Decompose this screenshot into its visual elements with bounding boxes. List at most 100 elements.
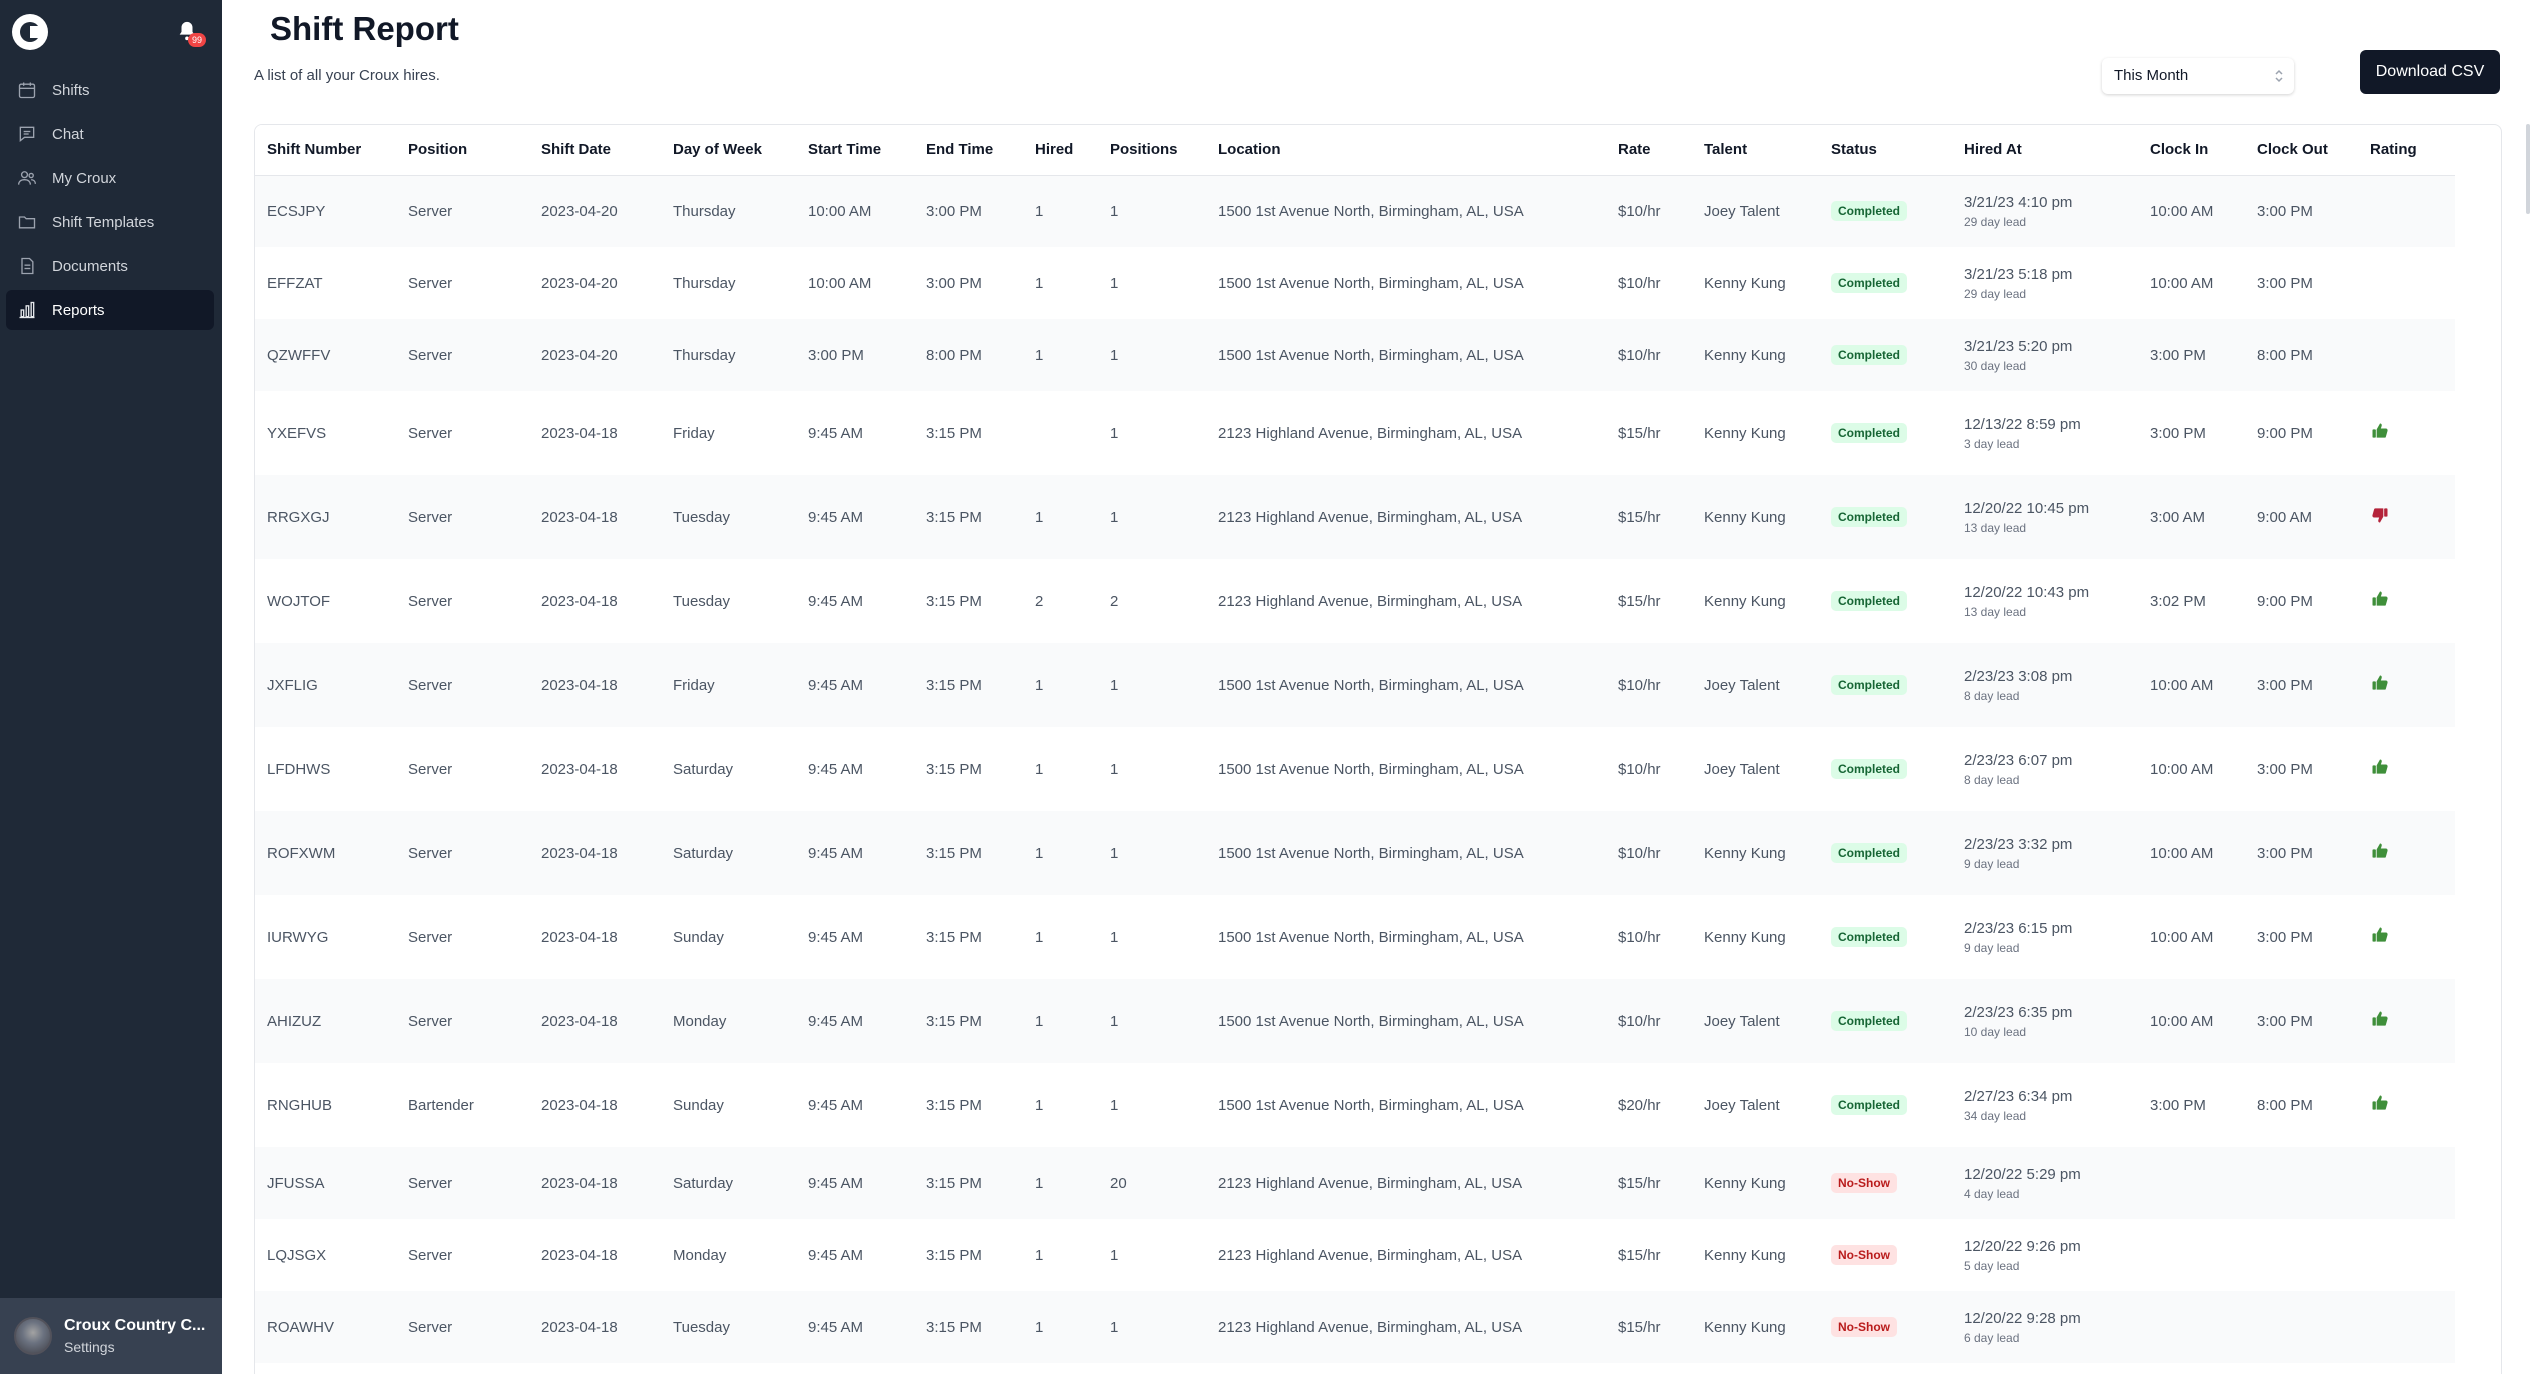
rating-cell (2358, 895, 2455, 979)
main-content: Shift Report A list of all your Croux hi… (222, 0, 2538, 1374)
table-row[interactable]: QZWFFV Server 2023-04-20 Thursday 3:00 PM 8:0… (255, 319, 2455, 391)
start-time-cell: 3:00 PM (808, 346, 864, 364)
column-header[interactable]: Start Time (796, 125, 914, 176)
day-of-week-cell: Thursday (673, 346, 736, 364)
hired-cell: 1 (1035, 676, 1044, 694)
end-time-cell: 3:15 PM (926, 760, 982, 778)
sidebar-nav: Shifts Chat My Croux Shift Templates Doc… (6, 70, 214, 334)
thumbs-up-icon[interactable] (2370, 1011, 2390, 1033)
settings-link[interactable]: Settings (64, 1339, 115, 1355)
table-row[interactable]: EFFZAT Server 2023-04-20 Thursday 10:00 AM 3:… (255, 247, 2455, 319)
rate-cell: $10/hr (1618, 202, 1661, 220)
shift-number-cell: EFFZAT (267, 274, 323, 292)
column-header[interactable]: Talent (1692, 125, 1819, 176)
download-csv-button[interactable]: Download CSV (2360, 50, 2500, 94)
table-row[interactable]: ROAWHV Server 2023-04-18 Tuesday 9:45 AM 3:15… (255, 1291, 2455, 1363)
start-time-cell: 9:45 AM (808, 1012, 864, 1030)
table-row[interactable]: JXFLIG Server 2023-04-18 Friday 9:45 AM 3:15 … (255, 643, 2455, 727)
column-header[interactable]: Status (1819, 125, 1952, 176)
period-select[interactable]: This Month (2102, 58, 2294, 94)
table-row[interactable]: ECSJPY Server 2023-04-20 Thursday 10:00 AM 3:… (255, 175, 2455, 247)
profile-settings[interactable]: Croux Country C... Settings (0, 1298, 222, 1374)
positions-cell: 1 (1110, 1096, 1119, 1114)
position-cell: Server (408, 1174, 453, 1192)
rating-cell (2358, 175, 2455, 247)
rating-cell (2358, 1219, 2455, 1291)
rate-cell: $20/hr (1618, 1096, 1661, 1114)
croux-logo[interactable] (12, 14, 48, 50)
start-time-cell: 9:45 AM (808, 1318, 864, 1336)
column-header[interactable]: End Time (914, 125, 1023, 176)
rate-cell: $15/hr (1618, 1246, 1661, 1264)
shift-date-cell: 2023-04-18 (541, 592, 618, 610)
status-cell: Completed (1819, 979, 1952, 1063)
status-badge: Completed (1831, 273, 1908, 293)
end-time-cell: 3:15 PM (926, 928, 982, 946)
end-time-cell: 3:00 PM (926, 202, 982, 220)
table-row[interactable]: JFUSSA Server 2023-04-18 Saturday 9:45 AM 3:1… (255, 1147, 2455, 1219)
thumbs-up-icon[interactable] (2370, 591, 2390, 613)
bell-icon[interactable] (176, 20, 198, 42)
column-header[interactable]: Location (1206, 125, 1606, 176)
column-header[interactable]: Position (396, 125, 529, 176)
position-cell: Server (408, 274, 453, 292)
clock-in-cell: 3:00 AM (2150, 508, 2206, 526)
sidebar-item-my-croux[interactable]: My Croux (6, 158, 214, 198)
table-row[interactable]: LQJSGX Server 2023-04-18 Monday 9:45 AM 3:15 … (255, 1219, 2455, 1291)
thumbs-up-icon[interactable] (2370, 927, 2390, 949)
table-row[interactable]: RRGXGJ Server 2023-04-18 Tuesday 9:45 AM 3:15… (255, 475, 2455, 559)
table-row[interactable]: WOJTOF Server 2023-04-18 Tuesday 9:45 AM 3:15… (255, 559, 2455, 643)
sidebar-item-reports[interactable]: Reports (6, 290, 214, 330)
hired-at-value: 12/20/22 10:45 pm (1964, 499, 2090, 517)
hired-cell: 1 (1035, 274, 1044, 292)
thumbs-up-icon[interactable] (2370, 423, 2390, 445)
thumbs-up-icon[interactable] (2370, 759, 2390, 781)
clock-in-cell: 3:00 PM (2150, 346, 2206, 364)
clock-out-cell: 9:00 PM (2257, 592, 2313, 610)
position-cell: Server (408, 424, 453, 442)
shift-report-table: Shift Number Position Shift Date Day of Wee… (254, 124, 2502, 1374)
shift-date-cell: 2023-04-18 (541, 760, 618, 778)
thumbs-down-icon[interactable] (2370, 508, 2390, 529)
table-row[interactable]: ROFXWM Server 2023-04-18 Saturday 9:45 AM 3:1… (255, 811, 2455, 895)
position-cell: Server (408, 1246, 453, 1264)
column-header[interactable]: Shift Date (529, 125, 661, 176)
chat-icon (16, 123, 38, 145)
column-header[interactable]: Hired (1023, 125, 1098, 176)
end-time-cell: 8:00 PM (926, 346, 982, 364)
sidebar-item-documents[interactable]: Documents (6, 246, 214, 286)
rate-cell: $10/hr (1618, 760, 1661, 778)
column-header[interactable]: Positions (1098, 125, 1206, 176)
status-cell: Completed (1819, 391, 1952, 475)
thumbs-up-icon[interactable] (2370, 843, 2390, 865)
scrollbar[interactable] (2524, 124, 2532, 1374)
column-header[interactable]: Day of Week (661, 125, 796, 176)
table-row[interactable]: LFDHWS Server 2023-04-18 Saturday 9:45 AM 3:1… (255, 727, 2455, 811)
status-badge: Completed (1831, 759, 1908, 779)
column-header[interactable]: Hired At (1952, 125, 2138, 176)
talent-cell: Kenny Kung (1704, 592, 1786, 610)
column-header[interactable]: Shift Number (255, 125, 396, 176)
column-header[interactable]: Rate (1606, 125, 1692, 176)
column-header[interactable]: Clock Out (2245, 125, 2358, 176)
table-row[interactable]: YXEFVS Server 2023-04-18 Friday 9:45 AM 3:15 … (255, 391, 2455, 475)
status-badge: Completed (1831, 843, 1908, 863)
table-row[interactable]: IURWYG Server 2023-04-18 Sunday 9:45 AM 3:15 … (255, 895, 2455, 979)
end-time-cell: 3:15 PM (926, 508, 982, 526)
sidebar-item-shift-templates[interactable]: Shift Templates (6, 202, 214, 242)
talent-cell: Joey Talent (1704, 1096, 1780, 1114)
hired-at-value: 2/23/23 6:07 pm (1964, 751, 2073, 769)
thumbs-up-icon[interactable] (2370, 675, 2390, 697)
sidebar-item-shifts[interactable]: Shifts (6, 70, 214, 110)
shift-date-cell: 2023-04-20 (541, 346, 618, 364)
start-time-cell: 9:45 AM (808, 1246, 864, 1264)
sidebar-item-chat[interactable]: Chat (6, 114, 214, 154)
rating-cell (2358, 1063, 2455, 1147)
table-row[interactable]: RNGHUB Bartender 2023-04-18 Sunday 9:45 AM 3:… (255, 1063, 2455, 1147)
table-row[interactable]: AHIZUZ Server 2023-04-18 Monday 9:45 AM 3:15 … (255, 979, 2455, 1063)
day-of-week-cell: Sunday (673, 1096, 724, 1114)
end-time-cell: 3:15 PM (926, 424, 982, 442)
column-header[interactable]: Clock In (2138, 125, 2245, 176)
thumbs-up-icon[interactable] (2370, 1095, 2390, 1117)
column-header[interactable]: Rating (2358, 125, 2455, 176)
